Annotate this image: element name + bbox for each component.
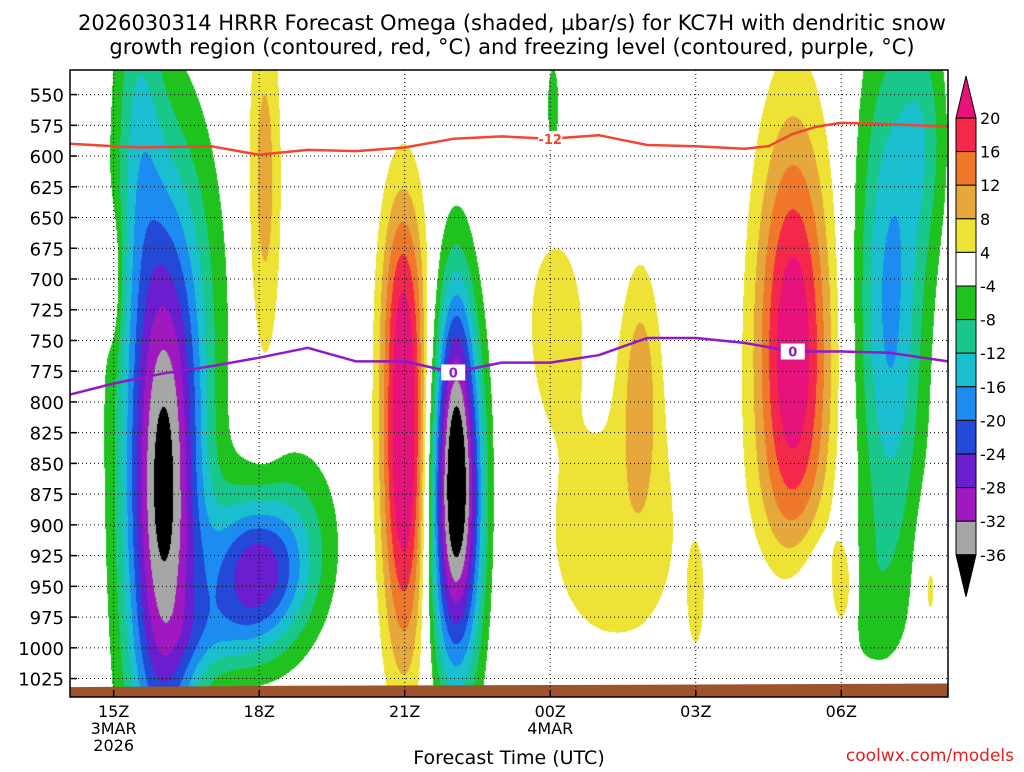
freezing-contour-label: 0 [449, 366, 458, 381]
chart-title-line2: growth region (contoured, red, °C) and f… [109, 35, 914, 59]
colorbar-bin [955, 453, 977, 489]
colorbar-label: -20 [980, 411, 1006, 430]
surface-ground-fill [70, 683, 948, 697]
pressure-tick-label: 825 [30, 424, 64, 445]
time-tick-label: 21Z [389, 702, 420, 721]
pressure-tick-label: 900 [30, 516, 64, 537]
colorbar-label: 4 [980, 243, 990, 262]
omega-shaded-field [70, 70, 948, 697]
time-tick-label: 15Z [98, 702, 129, 721]
grid-lines [70, 70, 948, 697]
time-tick-date: 4MAR [527, 719, 573, 738]
plot-frame [69, 69, 949, 698]
colorbar-bin [955, 117, 977, 153]
chart-title-line1: 2026030314 HRRR Forecast Omega (shaded, … [78, 11, 946, 35]
colorbar-bin [955, 218, 977, 253]
colorbar-bin [955, 151, 977, 186]
pressure-tick-label: 975 [30, 608, 64, 629]
colorbar-bin [955, 520, 977, 556]
time-tick-label: 00Z [535, 702, 566, 721]
colorbar-label: -24 [980, 445, 1006, 464]
dgz-minus12-contour [69, 121, 949, 157]
colorbar-label: 20 [980, 109, 1000, 128]
omega-shading-layer [70, 70, 948, 697]
colorbar-label: -4 [980, 277, 996, 296]
colorbar-bin [955, 419, 977, 455]
colorbar-extend-low [955, 554, 977, 597]
freezing-contour-label-2: 0 [788, 346, 797, 361]
pressure-tick-label: 750 [30, 331, 64, 352]
time-tick-date: 3MAR [91, 719, 137, 738]
pressure-tick-label: 575 [30, 116, 64, 137]
pressure-tick-label: 950 [30, 577, 64, 598]
colorbar-bin [955, 184, 977, 220]
pressure-tick-label: 1000 [18, 639, 64, 660]
pressure-tick-label: 725 [30, 301, 64, 322]
pressure-axis: 550 575 600 625 650 675 700 725 750 775 800 825 850 8… [18, 86, 77, 691]
pressure-tick-label: 800 [30, 393, 64, 414]
colorbar-label: 8 [980, 210, 990, 229]
colorbar-label: -32 [980, 512, 1006, 531]
pressure-tick-label: 775 [30, 362, 64, 383]
colorbar-bin [955, 319, 977, 354]
colorbar-bin [955, 285, 977, 321]
colorbar-label: -36 [980, 546, 1006, 565]
colorbar-label: -12 [980, 344, 1006, 363]
colorbar-label: -16 [980, 378, 1006, 397]
pressure-tick-label: 650 [30, 209, 64, 230]
pressure-tick-label: 600 [30, 147, 64, 168]
pressure-tick-label: 625 [30, 178, 64, 199]
colorbar-label: 16 [980, 143, 1000, 162]
x-axis-label: Forecast Time (UTC) [413, 747, 604, 768]
dgz-contour-label: -12 [538, 133, 562, 148]
time-tick-year: 2026 [93, 736, 134, 755]
pressure-tick-label: 1025 [18, 670, 64, 691]
freezing-contour-label-bg [441, 364, 466, 381]
pressure-tick-label: 875 [30, 485, 64, 506]
contour-lines: -12 0 0 [69, 121, 949, 396]
pressure-tick-label: 550 [30, 86, 64, 107]
colorbar-label: -8 [980, 311, 996, 330]
freezing-contour-label-2-bg [780, 343, 805, 360]
dgz-contour-label-bg [538, 130, 563, 147]
credit-text: coolwx.com/models [846, 746, 1014, 766]
pressure-tick-label: 675 [30, 239, 64, 260]
pressure-tick-label: 925 [30, 547, 64, 568]
colorbar-bin [955, 487, 977, 522]
colorbar-label: -28 [980, 479, 1006, 498]
time-tick-label: 06Z [826, 702, 857, 721]
pressure-tick-label: 850 [30, 454, 64, 475]
time-tick-label: 18Z [244, 702, 275, 721]
colorbar-bin [955, 352, 977, 388]
terrain-surface [70, 683, 948, 697]
colorbar-bin [955, 251, 977, 287]
colorbar-label: 12 [980, 176, 1000, 195]
colorbar: 20 16 12 8 4 -4 -8 -12 -16 -20 -24 -28 -32 -36 [955, 75, 1006, 597]
colorbar-bin [955, 386, 977, 421]
pressure-tick-label: 700 [30, 270, 64, 291]
time-tick-label: 03Z [680, 702, 711, 721]
